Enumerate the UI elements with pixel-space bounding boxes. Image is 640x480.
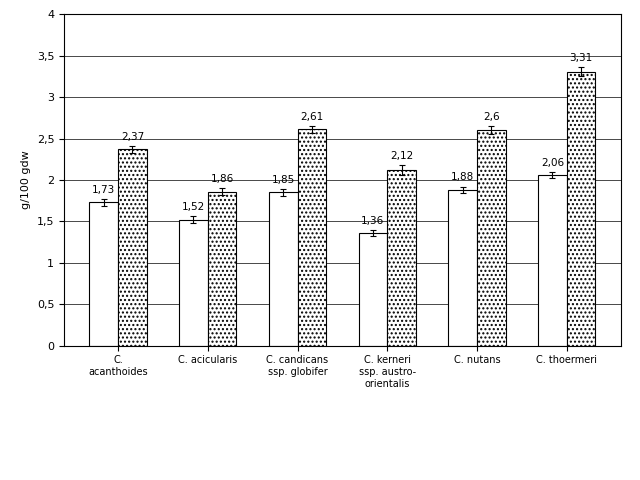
Text: 2,12: 2,12 [390, 151, 413, 161]
Text: 2,6: 2,6 [483, 112, 500, 122]
Bar [448, 190, 477, 346]
Text: 3,31: 3,31 [570, 53, 593, 63]
Text: 2,06: 2,06 [541, 157, 564, 168]
Bar [567, 72, 595, 346]
Text: 1,73: 1,73 [92, 185, 115, 195]
Bar [298, 130, 326, 346]
Text: 1,85: 1,85 [271, 175, 295, 185]
Bar [358, 233, 387, 346]
Text: 1,86: 1,86 [211, 174, 234, 184]
Bar [387, 170, 416, 346]
Text: 2,61: 2,61 [300, 112, 323, 122]
Text: 1,52: 1,52 [182, 202, 205, 212]
Bar [269, 192, 298, 346]
Bar [179, 220, 208, 346]
Text: 1,88: 1,88 [451, 172, 474, 182]
Bar [118, 149, 147, 346]
Text: 2,37: 2,37 [121, 132, 144, 142]
Y-axis label: g/100 gdw: g/100 gdw [21, 151, 31, 209]
Text: 1,36: 1,36 [362, 216, 385, 226]
Bar [477, 131, 506, 346]
Bar [90, 203, 118, 346]
Bar [208, 192, 237, 346]
Bar [538, 175, 567, 346]
